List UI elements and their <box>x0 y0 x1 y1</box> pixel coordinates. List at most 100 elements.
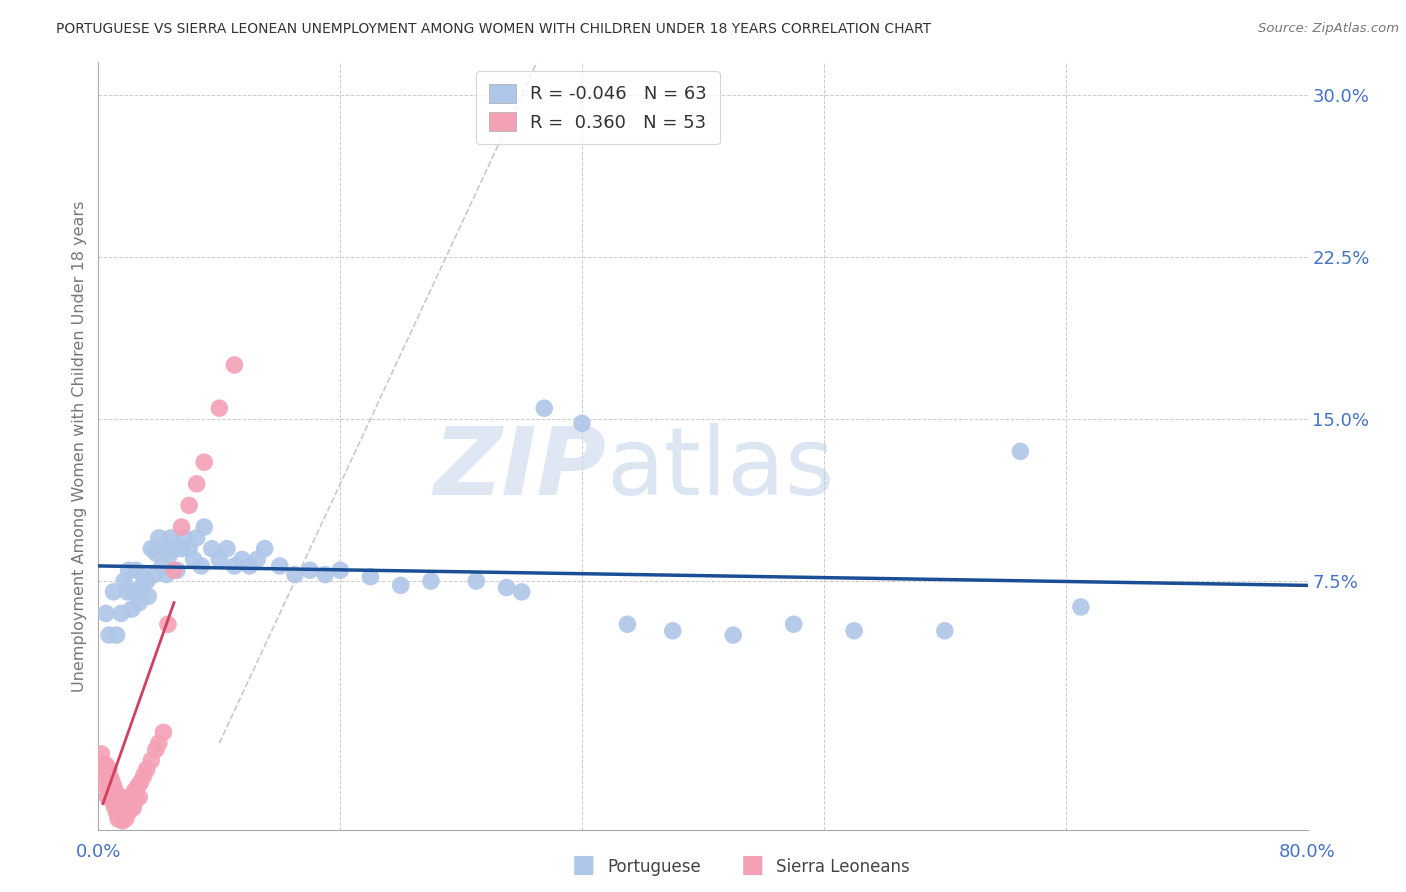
Point <box>118 563 141 577</box>
Point <box>112 574 135 588</box>
Text: PORTUGUESE VS SIERRA LEONEAN UNEMPLOYMENT AMONG WOMEN WITH CHILDREN UNDER 18 YEA: PORTUGUESE VS SIERRA LEONEAN UNEMPLOYMEN… <box>56 22 931 37</box>
Point <box>934 624 956 638</box>
Point <box>110 805 132 820</box>
Point <box>156 617 179 632</box>
Point <box>783 617 806 632</box>
Point <box>723 628 745 642</box>
Point <box>208 401 231 416</box>
Point <box>122 801 145 815</box>
Point <box>152 541 174 556</box>
Point <box>118 805 141 820</box>
Point <box>299 563 322 577</box>
Point <box>208 552 231 566</box>
Point <box>389 578 412 592</box>
Text: 0.0%: 0.0% <box>76 843 121 861</box>
Point <box>98 762 121 776</box>
Point <box>125 563 148 577</box>
Point <box>105 790 128 805</box>
Point <box>143 567 166 582</box>
Point <box>114 812 136 826</box>
Point <box>93 768 115 782</box>
Point <box>179 541 201 556</box>
Point <box>91 757 114 772</box>
Point <box>128 596 150 610</box>
Point <box>844 624 866 638</box>
Point <box>190 558 212 573</box>
Point <box>121 602 143 616</box>
Point <box>160 531 183 545</box>
Text: Source: ZipAtlas.com: Source: ZipAtlas.com <box>1258 22 1399 36</box>
Point <box>135 574 157 588</box>
Point <box>127 780 149 794</box>
Point <box>103 780 125 794</box>
Text: atlas: atlas <box>606 423 835 515</box>
Point <box>110 790 132 805</box>
Y-axis label: Unemployment Among Women with Children Under 18 years: Unemployment Among Women with Children U… <box>72 201 87 691</box>
Point <box>231 552 253 566</box>
Point <box>107 812 129 826</box>
Point <box>90 747 112 761</box>
Point <box>186 531 208 545</box>
Legend: R = -0.046   N = 63, R =  0.360   N = 53: R = -0.046 N = 63, R = 0.360 N = 53 <box>477 71 720 145</box>
Point <box>98 780 121 794</box>
Point <box>124 783 146 797</box>
Point <box>163 563 186 577</box>
Point <box>329 563 352 577</box>
Text: ZIP: ZIP <box>433 423 606 515</box>
Point <box>136 589 159 603</box>
Point <box>135 762 157 776</box>
Point <box>170 541 193 556</box>
Point <box>110 607 132 621</box>
Point <box>239 558 262 573</box>
Point <box>107 795 129 809</box>
Text: Portuguese: Portuguese <box>607 858 702 876</box>
Point <box>132 570 155 584</box>
Point <box>616 617 638 632</box>
Point <box>246 552 269 566</box>
Point <box>103 585 125 599</box>
Point <box>108 801 131 815</box>
Text: 80.0%: 80.0% <box>1279 843 1336 861</box>
Point <box>103 797 125 811</box>
Point <box>101 792 124 806</box>
Point <box>1070 599 1092 614</box>
Point <box>152 725 174 739</box>
Point <box>115 797 138 811</box>
Point <box>104 801 127 815</box>
Point <box>533 401 555 416</box>
Point <box>183 552 205 566</box>
Point <box>159 548 181 562</box>
Point <box>215 541 238 556</box>
Point <box>173 531 195 545</box>
Point <box>129 581 152 595</box>
Point <box>132 768 155 782</box>
Point <box>1010 444 1032 458</box>
Point <box>111 797 134 811</box>
Point <box>104 783 127 797</box>
Point <box>571 417 593 431</box>
Point <box>141 541 163 556</box>
Point <box>193 455 215 469</box>
Point <box>155 567 177 582</box>
Point <box>314 567 336 582</box>
Point <box>360 570 382 584</box>
Point <box>105 628 128 642</box>
Point <box>224 358 246 372</box>
Point <box>111 814 134 828</box>
Point <box>148 531 170 545</box>
Point <box>105 805 128 820</box>
Point <box>193 520 215 534</box>
Point <box>122 585 145 599</box>
Point <box>101 775 124 789</box>
Point <box>100 771 122 785</box>
Point <box>94 607 117 621</box>
Point <box>163 541 186 556</box>
Point <box>96 790 118 805</box>
Point <box>166 563 188 577</box>
Point <box>465 574 488 588</box>
Point <box>420 574 443 588</box>
Point <box>269 558 291 573</box>
Point <box>100 783 122 797</box>
Point <box>125 792 148 806</box>
Point <box>141 753 163 767</box>
